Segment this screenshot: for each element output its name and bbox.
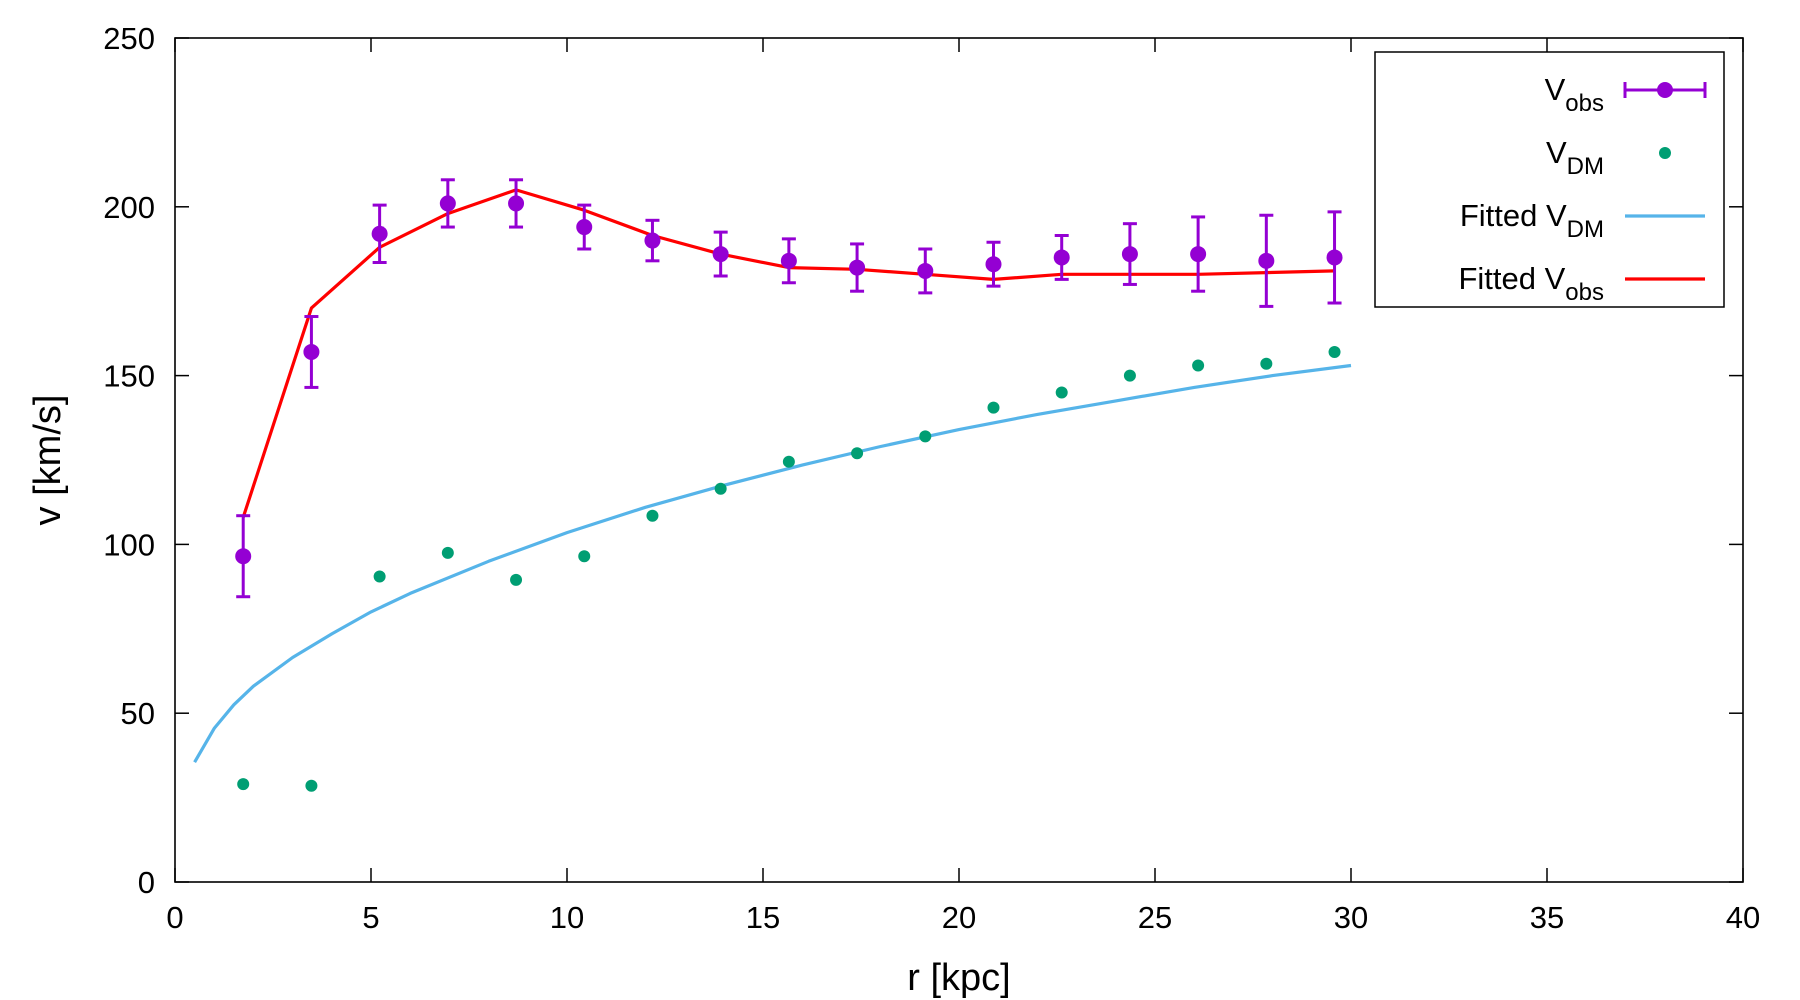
y-tick-label: 250 [103, 21, 155, 56]
legend: Vobs VDM Fitted VDM Fitted Vobs [1374, 51, 1725, 308]
y-tick-label: 0 [138, 865, 155, 900]
data-point-v-dm [782, 455, 795, 468]
y-axis-label: v [km/s] [27, 395, 69, 526]
x-tick-label: 35 [1530, 900, 1564, 935]
data-point-v-dm [987, 401, 1000, 414]
data-point-v-obs [712, 246, 729, 263]
data-point-v-dm [1328, 345, 1341, 358]
data-point-v-obs [1258, 252, 1275, 269]
legend-label: Fitted Vobs [1458, 261, 1604, 306]
x-tick-label: 15 [746, 900, 780, 935]
data-point-v-obs [917, 262, 934, 279]
x-tick-label: 30 [1334, 900, 1368, 935]
data-point-v-dm [646, 509, 659, 522]
data-point-v-dm [714, 482, 727, 495]
data-point-v-dm [373, 570, 386, 583]
data-point-v-dm [1192, 359, 1205, 372]
data-point-v-obs [985, 256, 1002, 273]
series-line-fitted-v-dm [193, 363, 1352, 764]
y-tick-label: 50 [121, 696, 155, 731]
data-point-v-dm [919, 430, 932, 443]
data-point-v-dm [305, 779, 318, 792]
data-point-v-obs [576, 219, 593, 236]
data-point-v-obs [303, 343, 320, 360]
data-point-v-obs [235, 548, 252, 565]
data-point-v-obs [1190, 246, 1207, 263]
x-tick-label: 25 [1138, 900, 1172, 935]
series-fitted-v-dm [193, 363, 1352, 764]
legend-label: VDM [1546, 135, 1604, 180]
plot-series-layer [193, 178, 1352, 792]
legend-entry-v-dm: VDM [1546, 135, 1671, 180]
legend-entry-v-obs: Vobs [1545, 72, 1707, 117]
data-point-v-obs [849, 259, 866, 276]
x-tick-label: 5 [362, 900, 379, 935]
data-point-v-obs [439, 195, 456, 212]
x-axis-label: r [kpc] [907, 957, 1010, 999]
y-tick-label: 150 [103, 359, 155, 394]
x-tick-label: 10 [550, 900, 584, 935]
legend-entry-fitted-v-obs: Fitted Vobs [1458, 261, 1705, 306]
data-point-v-obs [1121, 246, 1138, 263]
legend-swatch-marker [1657, 82, 1673, 98]
x-tick-label: 20 [942, 900, 976, 935]
series-v-obs [235, 178, 1343, 599]
data-point-v-obs [1053, 249, 1070, 266]
data-point-v-dm [237, 778, 250, 791]
x-tick-label: 40 [1726, 900, 1760, 935]
legend-label: Fitted VDM [1460, 198, 1604, 243]
data-point-v-obs [644, 232, 661, 249]
data-point-v-dm [1123, 369, 1136, 382]
data-point-v-obs [780, 252, 797, 269]
data-point-v-dm [578, 550, 591, 563]
data-point-v-dm [1260, 357, 1273, 370]
data-point-v-dm [510, 573, 523, 586]
x-tick-label: 0 [166, 900, 183, 935]
axis-ticks-layer: 0 5 10 15 20 25 30 35 40 0 50 100 150 200 250 [103, 21, 1760, 935]
y-tick-label: 100 [103, 527, 155, 562]
data-point-v-obs [1326, 249, 1343, 266]
series-v-dm [237, 345, 1341, 792]
legend-label: Vobs [1545, 72, 1604, 117]
legend-entry-fitted-v-dm: Fitted VDM [1460, 198, 1705, 243]
data-point-v-dm [441, 546, 454, 559]
data-point-v-obs [508, 195, 525, 212]
data-point-v-obs [371, 225, 388, 242]
legend-swatch-marker [1659, 147, 1671, 159]
data-point-v-dm [851, 447, 864, 460]
data-point-v-dm [1055, 386, 1068, 399]
y-tick-label: 200 [103, 190, 155, 225]
